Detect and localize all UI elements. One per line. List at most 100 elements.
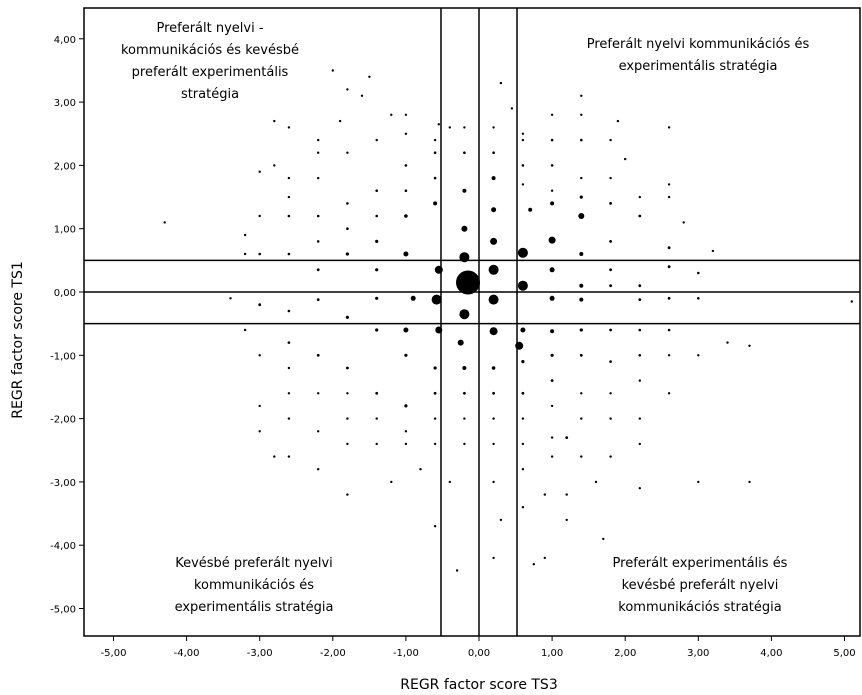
data-point: [638, 284, 642, 288]
data-point: [667, 126, 671, 129]
data-point: [609, 417, 612, 420]
data-point: [609, 392, 612, 395]
data-point: [594, 480, 598, 484]
data-point: [431, 294, 442, 305]
data-point: [543, 493, 546, 496]
data-point: [609, 138, 612, 142]
data-point: [448, 480, 451, 484]
quadrant-label-line: experimentális stratégia: [619, 59, 778, 74]
quadrant-label-line: preferált experimentális: [132, 65, 289, 80]
data-point: [667, 183, 671, 186]
x-tick-label: 1,00: [541, 648, 563, 659]
data-point: [579, 353, 583, 357]
data-point: [748, 344, 751, 347]
data-point: [638, 379, 641, 382]
data-point: [317, 176, 320, 180]
y-axis-ticks: 4,00 3,00 2,00 1,00 0,00 -1,00 -2,00 -3,00 -4,00…: [50, 35, 84, 616]
data-point: [433, 366, 437, 370]
data-point: [346, 227, 349, 230]
plot-frame: [83, 7, 861, 637]
data-point: [521, 183, 525, 186]
data-point: [580, 392, 583, 395]
data-point: [528, 207, 533, 212]
quadrant-labels: Preferált nyelvi - kommunikációs és kevés…: [121, 21, 809, 615]
data-point: [682, 221, 685, 224]
x-axis-ticks: -5,00 -4,00 -3,00 -2,00 -1,00 0,00 1,00 2,00 3,0…: [101, 636, 856, 659]
data-point: [550, 329, 555, 334]
x-axis-title: REGR factor score TS3: [400, 677, 557, 693]
data-point: [461, 225, 468, 232]
data-point: [638, 298, 642, 301]
y-tick-label: -2,00: [50, 415, 76, 426]
data-point: [521, 138, 525, 142]
quadrant-label-bottom-left: Kevésbé preferált nyelvi kommunikációs és…: [175, 556, 334, 615]
data-point: [375, 442, 378, 446]
data-point: [532, 563, 535, 566]
data-point: [463, 391, 466, 395]
data-point: [609, 328, 612, 332]
data-point: [463, 126, 466, 129]
data-point: [258, 354, 261, 357]
x-tick-label: -2,00: [320, 648, 346, 659]
data-point: [550, 353, 554, 357]
data-point: [462, 188, 467, 193]
data-point: [543, 556, 546, 560]
data-point: [317, 151, 320, 154]
data-point: [258, 404, 261, 408]
data-point: [550, 201, 555, 206]
data-point: [488, 294, 499, 305]
data-point: [565, 436, 569, 439]
data-point: [287, 417, 291, 420]
data-point: [638, 214, 642, 218]
data-point: [510, 107, 514, 110]
data-point: [316, 214, 320, 218]
data-point: [404, 189, 408, 192]
data-point: [550, 455, 554, 458]
data-point: [667, 246, 671, 250]
quadrant-label-line: kommunikációs stratégia: [618, 600, 781, 615]
data-point: [711, 249, 715, 253]
data-point: [375, 296, 379, 300]
data-point: [609, 360, 612, 363]
quadrant-label-bottom-right: Preferált experimentális és kevésbé prefe…: [613, 556, 788, 615]
data-point: [609, 240, 612, 243]
data-point: [579, 195, 583, 199]
data-point: [457, 339, 464, 346]
data-point: [338, 119, 342, 123]
y-tick-label: 1,00: [54, 225, 76, 236]
data-point: [390, 480, 393, 484]
data-point: [580, 94, 583, 98]
data-point: [521, 360, 525, 364]
data-point: [258, 170, 261, 173]
data-point: [345, 252, 349, 256]
data-point: [462, 366, 467, 370]
data-point: [316, 353, 320, 357]
quadrant-label-line: stratégia: [181, 87, 239, 102]
data-point: [243, 252, 247, 256]
data-point: [433, 442, 437, 446]
data-point: [499, 518, 503, 522]
data-point: [404, 164, 408, 167]
data-point: [609, 202, 612, 205]
data-point: [368, 75, 371, 79]
data-point: [521, 164, 525, 167]
data-point: [419, 468, 422, 471]
data-point: [346, 417, 349, 420]
data-point: [346, 151, 349, 154]
data-point: [229, 297, 232, 300]
data-point: [697, 271, 700, 275]
data-point: [492, 417, 495, 420]
data-point: [667, 354, 671, 357]
y-axis-title: REGR factor score TS1: [10, 261, 26, 418]
data-point: [404, 430, 408, 433]
data-point: [404, 113, 408, 117]
data-point: [316, 298, 320, 301]
data-point: [492, 126, 495, 129]
data-point: [638, 487, 641, 490]
data-point: [258, 303, 262, 307]
data-point: [317, 468, 320, 471]
data-point: [375, 417, 378, 420]
data-point: [437, 123, 440, 126]
data-point: [287, 366, 291, 370]
data-point: [435, 326, 443, 334]
